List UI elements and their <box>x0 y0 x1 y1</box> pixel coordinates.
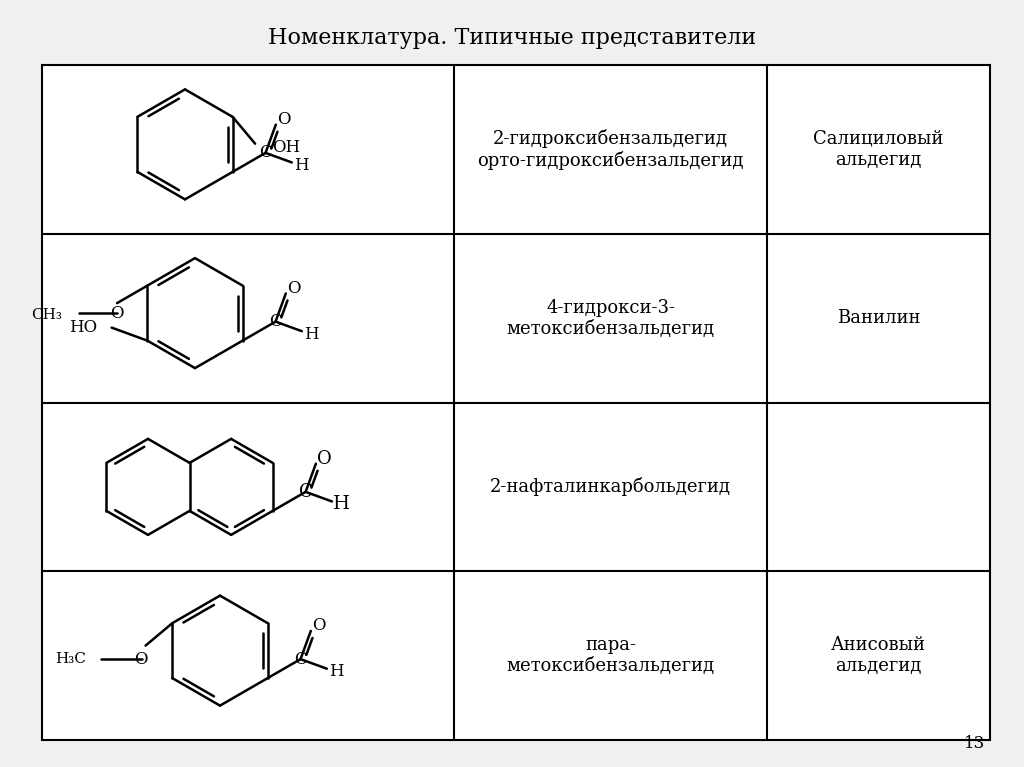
Text: Салициловый
альдегид: Салициловый альдегид <box>813 130 944 169</box>
Text: 2-гидроксибензальдегид
орто-гидроксибензальдегид: 2-гидроксибензальдегид орто-гидроксибенз… <box>477 129 744 170</box>
Text: O: O <box>316 449 331 468</box>
Text: OH: OH <box>272 139 300 156</box>
Text: O: O <box>278 111 291 128</box>
Text: Ванилин: Ванилин <box>837 309 921 327</box>
Text: O: O <box>287 280 301 297</box>
Text: O: O <box>111 305 124 322</box>
Text: C: C <box>269 313 282 330</box>
Text: C: C <box>294 650 307 667</box>
Text: H: H <box>330 663 344 680</box>
Text: пара-
метоксибензальдегид: пара- метоксибензальдегид <box>507 636 715 675</box>
Text: O: O <box>312 617 326 634</box>
Text: 4-гидрокси-3-
метоксибензальдегид: 4-гидрокси-3- метоксибензальдегид <box>507 298 715 337</box>
Text: Анисовый
альдегид: Анисовый альдегид <box>831 636 926 675</box>
Text: HO: HO <box>70 319 97 336</box>
Text: H: H <box>295 157 309 174</box>
Bar <box>42 65 990 740</box>
Text: H: H <box>304 326 319 343</box>
Text: C: C <box>299 483 312 501</box>
Text: 2-нафталинкарбольдегид: 2-нафталинкарбольдегид <box>490 477 731 496</box>
Text: CH₃: CH₃ <box>31 308 62 322</box>
Text: 13: 13 <box>964 735 985 752</box>
Text: O: O <box>134 650 147 667</box>
Text: H: H <box>334 495 350 513</box>
Text: C: C <box>259 144 271 161</box>
Text: Номенклатура. Типичные представители: Номенклатура. Типичные представители <box>268 27 756 49</box>
Text: H₃C: H₃C <box>54 652 86 666</box>
